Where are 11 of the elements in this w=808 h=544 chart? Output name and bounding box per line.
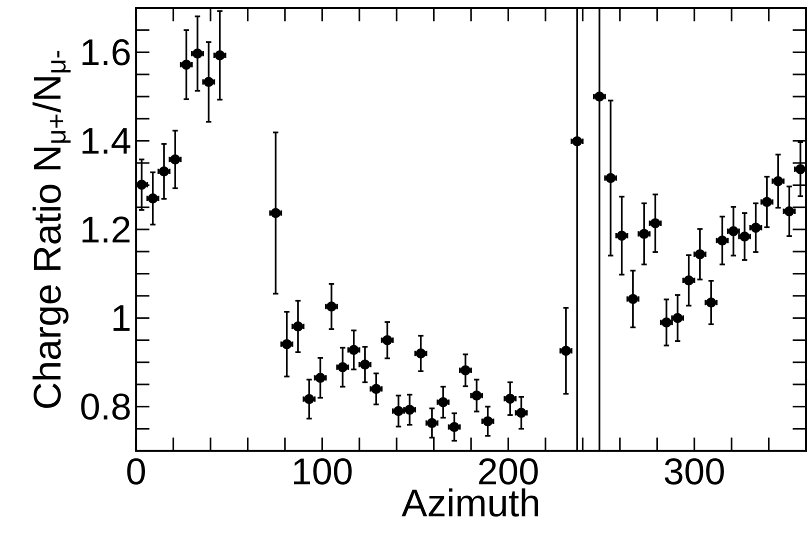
- y-tick-label: 1: [114, 306, 130, 332]
- x-tick-label: 200: [479, 458, 538, 485]
- x-tick-label: 0: [127, 458, 145, 485]
- x-axis-title: Azimuth: [402, 488, 538, 517]
- x-tick-label: 100: [294, 458, 352, 485]
- x-tick-label: 300: [664, 458, 724, 485]
- y-tick-label: 0.8: [81, 394, 130, 420]
- y-axis-title: Charge Ratio N$_{μ+}$/N$_{μ-}$: [32, 51, 71, 408]
- y-tick-label: 1.6: [82, 39, 130, 66]
- y-tick-label: 1.2: [82, 216, 130, 243]
- y-tick-label: 1.4: [82, 128, 130, 154]
